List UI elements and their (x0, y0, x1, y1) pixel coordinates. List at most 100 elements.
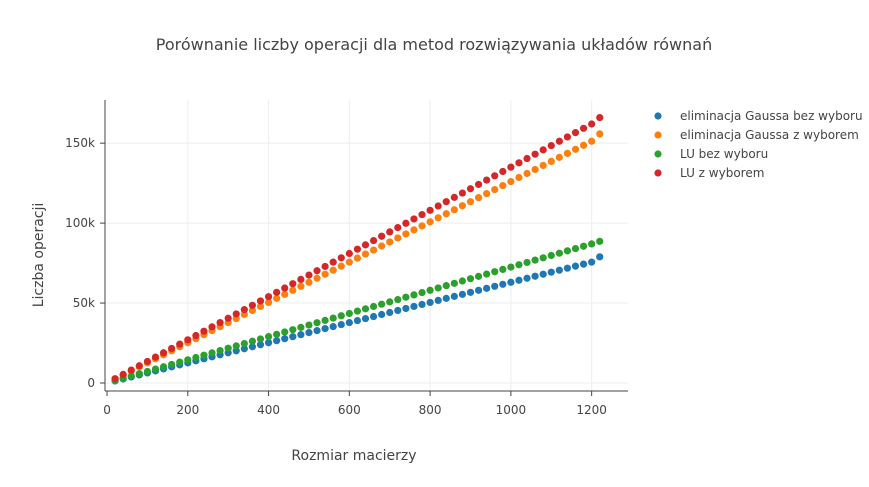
data-point (394, 234, 402, 242)
data-point (563, 247, 572, 255)
y-tick-label: 150k (65, 136, 95, 150)
data-point (588, 240, 596, 248)
data-point (200, 327, 208, 335)
data-point (442, 198, 450, 206)
data-point (466, 185, 475, 193)
data-point (305, 278, 313, 286)
legend-marker (654, 112, 662, 120)
data-point (329, 258, 337, 266)
data-point (305, 329, 313, 337)
grid (105, 100, 628, 391)
data-point (264, 339, 273, 347)
data-point (491, 172, 499, 180)
data-point (483, 284, 491, 292)
legend-marker (654, 169, 662, 177)
data-point (507, 263, 515, 271)
data-point (547, 268, 555, 276)
data-point (418, 288, 426, 297)
data-point (539, 270, 547, 278)
axes: 0 200 400 600 800 1000 1200 0 50k 100k 150k (65, 100, 628, 417)
data-point (410, 226, 418, 234)
data-point (361, 241, 370, 249)
data-point (523, 258, 531, 267)
data-point (321, 270, 329, 278)
data-point (232, 342, 240, 350)
data-point (571, 145, 580, 153)
data-point (200, 351, 208, 359)
data-point (394, 306, 402, 315)
data-point (450, 206, 458, 214)
data-point (192, 331, 200, 340)
data-point (458, 277, 467, 285)
data-point (426, 206, 434, 214)
data-point (515, 261, 523, 269)
data-point (159, 363, 168, 371)
data-point (248, 337, 257, 345)
data-point (515, 159, 523, 167)
data-point (596, 130, 604, 138)
data-point (555, 249, 563, 257)
data-point (208, 349, 216, 357)
data-point (127, 366, 135, 374)
data-point (426, 218, 434, 226)
data-point (135, 370, 143, 378)
data-point (297, 331, 305, 339)
data-point (483, 190, 491, 198)
data-point (394, 223, 402, 232)
data-point (143, 357, 152, 366)
data-point (555, 137, 563, 145)
data-point (353, 316, 362, 325)
data-point (491, 268, 499, 276)
data-point (305, 321, 313, 329)
x-tick-label: 800 (419, 403, 442, 417)
data-point (531, 272, 539, 280)
data-point (256, 341, 265, 349)
data-point (450, 193, 458, 201)
data-point (216, 346, 224, 355)
series-4 (111, 113, 604, 383)
data-point (184, 336, 192, 344)
data-point (273, 288, 281, 296)
data-point (345, 309, 353, 318)
data-point (264, 333, 273, 341)
data-point (256, 302, 265, 311)
data-point (369, 312, 378, 321)
chart-title: Porównanie liczby operacji dla metod roz… (156, 35, 712, 54)
data-point (579, 242, 588, 250)
data-point (507, 278, 515, 286)
data-point (531, 150, 539, 158)
data-point (345, 258, 353, 266)
data-point (410, 291, 418, 299)
data-point (313, 327, 321, 335)
data-point (143, 367, 152, 376)
data-point (386, 308, 394, 317)
data-point (264, 293, 273, 301)
data-point (571, 262, 580, 270)
data-point (418, 211, 426, 219)
data-point (305, 271, 313, 279)
data-point (378, 232, 386, 240)
data-point (579, 260, 588, 268)
data-point (281, 284, 289, 292)
data-point (442, 294, 450, 302)
data-point (248, 343, 257, 351)
legend: eliminacja Gaussa bez wyboru eliminacja G… (654, 109, 863, 180)
data-point (563, 133, 572, 141)
legend-label: eliminacja Gaussa bez wyboru (680, 109, 863, 123)
data-point (337, 262, 345, 270)
data-point (321, 262, 329, 271)
data-point (289, 326, 297, 334)
data-point (386, 228, 394, 236)
data-point (434, 284, 442, 292)
data-point (507, 177, 515, 186)
data-point (361, 305, 370, 313)
data-point (442, 210, 450, 218)
data-point (491, 186, 499, 194)
data-point (418, 300, 426, 309)
data-point (394, 295, 402, 304)
data-point (337, 254, 345, 262)
data-point (515, 173, 523, 182)
